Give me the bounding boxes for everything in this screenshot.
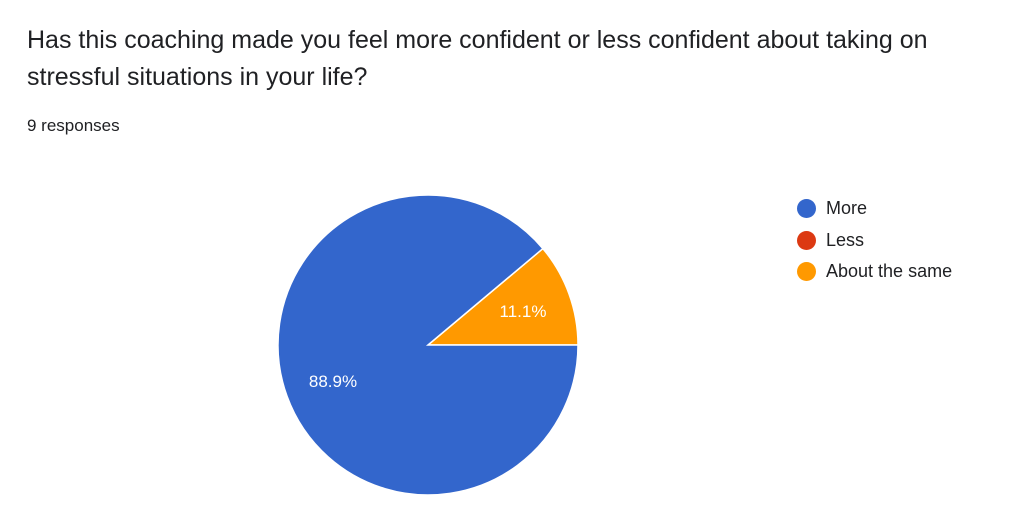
legend-label: About the same — [826, 261, 953, 282]
legend-item-about-the-same[interactable]: About the same — [797, 256, 952, 288]
pie-slice-about-the-same[interactable] — [425, 247, 579, 346]
legend-item-less[interactable]: Less — [797, 225, 952, 257]
legend-swatch — [797, 199, 816, 219]
legend-label: More — [826, 198, 868, 219]
legend-swatch — [797, 230, 816, 250]
pie-label-more: 88.9% — [309, 372, 357, 391]
question-title: Has this coaching made you feel more con… — [27, 26, 928, 91]
pie-slices — [277, 194, 579, 496]
pie-label-about-the-same: 11.1% — [500, 302, 547, 321]
legend-label: Less — [826, 229, 865, 250]
response-count: 9 responses — [27, 116, 120, 135]
legend-item-more[interactable]: More — [797, 193, 952, 225]
legend-swatch — [797, 262, 816, 282]
pie-slice-more[interactable] — [277, 194, 579, 496]
pie-labels: 11.1% 88.9% — [309, 302, 547, 391]
chart-legend: More Less About the same — [797, 193, 952, 288]
